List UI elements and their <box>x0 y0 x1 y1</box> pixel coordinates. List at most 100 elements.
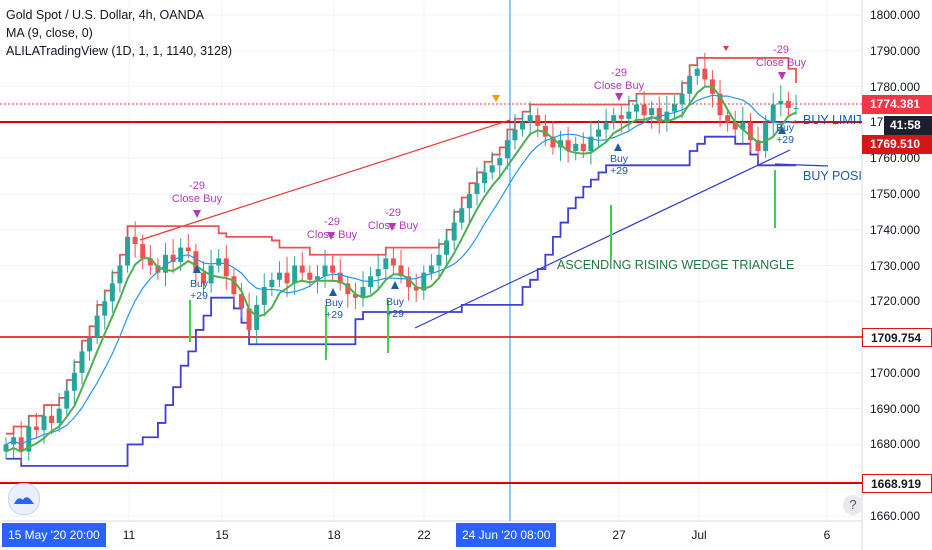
candle-body <box>201 272 206 284</box>
candle-body <box>512 129 518 141</box>
buy-markers <box>193 126 786 296</box>
time-highlight-left: 15 May '20 20:00 <box>2 523 106 547</box>
price-tick-label: 1680.000 <box>870 437 921 452</box>
candle-body <box>284 272 290 284</box>
candle-body <box>299 265 305 273</box>
position-line <box>774 163 829 167</box>
candle-body <box>618 115 624 119</box>
candle-body <box>436 254 442 266</box>
candles <box>3 52 799 464</box>
annot-buy-value: +29 <box>190 290 208 302</box>
buy-annotation-2: Buy +29 <box>325 297 343 321</box>
ma-line <box>5 94 797 446</box>
candle-body <box>322 265 328 277</box>
high-marker-2 <box>492 95 500 102</box>
candle-body <box>117 265 123 284</box>
annot-buy-label: Buy <box>609 153 629 165</box>
candle-body <box>755 140 761 151</box>
buy-annotation-5: Buy +29 <box>776 122 794 146</box>
candle-body <box>178 247 184 262</box>
candle-body <box>565 140 571 151</box>
candle-body <box>375 269 381 277</box>
candle-body <box>489 165 495 173</box>
candle-body <box>421 272 427 291</box>
candle-body <box>451 222 457 241</box>
price-tick-label: 1700.000 <box>870 365 921 380</box>
help-icon[interactable]: ? <box>843 495 863 515</box>
candle-body <box>94 315 100 338</box>
candle-body <box>3 444 9 452</box>
candle-body <box>679 93 685 105</box>
candle-body <box>466 193 472 209</box>
candle-body <box>732 122 738 130</box>
close-buy-annotation-2: -29 Close Buy <box>307 216 357 242</box>
candle-body <box>49 415 55 423</box>
upper-band-line <box>6 57 797 435</box>
candle-body <box>535 115 541 126</box>
candle-body <box>504 140 510 159</box>
close-buy-annotation-3: -29 Close Buy <box>368 207 418 233</box>
annot-label: Close Buy <box>171 193 223 205</box>
price-tick-label: 1690.000 <box>870 401 921 416</box>
candle-body <box>611 115 617 123</box>
annot-buy-label: Buy <box>385 296 405 308</box>
tradingview-logo-icon[interactable] <box>8 483 40 515</box>
price-tick-label: 1730.000 <box>870 258 921 273</box>
candle-body <box>163 254 169 273</box>
time-tick-label: 11 <box>122 528 136 542</box>
candle-body <box>520 122 526 130</box>
price-tick-label: 1750.000 <box>870 186 921 201</box>
wedge-lower-line <box>414 149 791 329</box>
annot-buy-label: Buy <box>189 278 209 290</box>
close-buy-annotation-5: -29 Close Buy <box>756 44 806 70</box>
high-marker <box>723 46 729 51</box>
green-polyline <box>5 85 797 453</box>
candle-body <box>276 272 282 280</box>
annot-buy-value: +29 <box>325 309 343 321</box>
candle-body <box>785 100 791 109</box>
candle-body <box>497 158 503 166</box>
candle-body <box>702 68 708 80</box>
legend-ma: MA (9, close, 0) <box>6 26 93 40</box>
candle-body <box>596 129 601 137</box>
candle-body <box>474 183 480 194</box>
candle-body <box>125 236 131 266</box>
candle-body <box>527 115 533 123</box>
candle-body <box>459 208 465 223</box>
candle-body <box>717 93 723 116</box>
candle-body <box>383 258 389 270</box>
candle-body <box>482 172 488 184</box>
candle-body <box>603 122 609 130</box>
candle-body <box>770 104 776 123</box>
candle-body <box>41 415 47 431</box>
buy-annotation-3: Buy +29 <box>386 296 404 320</box>
level-mid-tag: 1769.510 <box>862 135 932 154</box>
candle-body <box>314 276 320 280</box>
candle-body <box>406 276 412 287</box>
buy-annotation-4: Buy +29 <box>610 153 628 177</box>
annot-value: -29 <box>189 180 205 192</box>
close-buy-markers <box>193 72 786 240</box>
candle-body <box>725 115 731 123</box>
candle-body <box>413 286 419 291</box>
price-tick-label: 1660.000 <box>870 509 921 523</box>
close-buy-annotation-4: -29 Close Buy <box>594 67 644 93</box>
candle-body <box>56 408 62 423</box>
candle-body <box>238 294 244 309</box>
candle-body <box>246 308 252 330</box>
candle-body <box>641 104 647 116</box>
candle-body <box>633 104 639 112</box>
candle-body <box>79 351 85 373</box>
candle-body <box>352 294 358 298</box>
candle-body <box>216 258 222 266</box>
buy-limit-annotation: BUY LIMIT 1 <box>803 113 861 127</box>
annot-buy-label: Buy <box>324 297 344 309</box>
candle-body <box>550 136 556 148</box>
candle-body <box>740 122 746 130</box>
candle-body <box>261 286 267 305</box>
candle-body <box>573 143 579 151</box>
candle-body <box>170 254 176 262</box>
close-buy-annotation-1: -29 Close Buy <box>172 180 222 206</box>
candle-body <box>223 258 229 277</box>
